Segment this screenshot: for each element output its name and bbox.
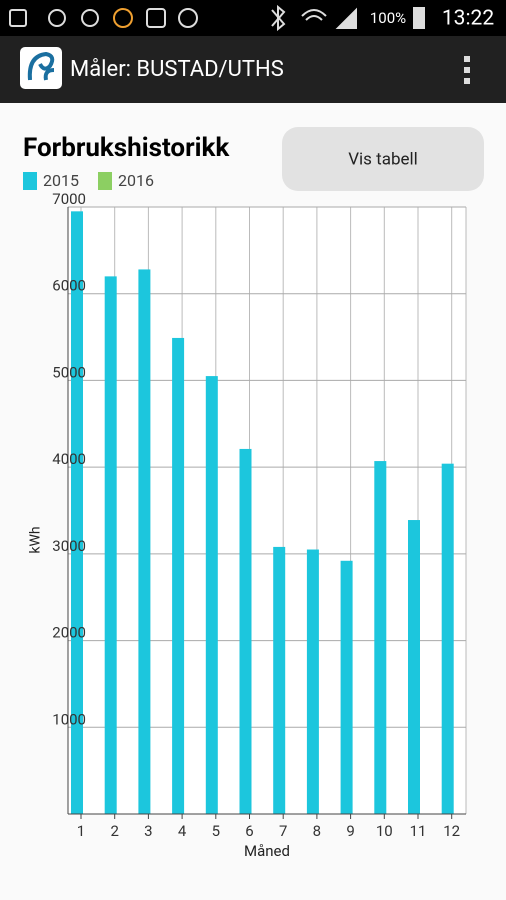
table-button-label: Vis tabell	[348, 149, 418, 169]
app-title: Måler: BUSTAD/UTHS	[70, 57, 284, 82]
bar	[239, 448, 252, 814]
y-axis-label: kWh	[28, 526, 44, 553]
bar	[408, 520, 420, 814]
clock: 13:22	[442, 7, 494, 31]
x-tick-label: 4	[178, 822, 187, 840]
bar	[104, 276, 117, 814]
y-tick-label: 6000	[52, 277, 86, 295]
x-tick-label: 11	[410, 822, 427, 840]
app-bar	[0, 36, 506, 103]
battery-level: 100%	[370, 9, 406, 27]
bar	[374, 461, 387, 814]
bar	[306, 549, 319, 814]
chart-title: Forbrukshistorikk	[23, 133, 230, 163]
x-tick-label: 6	[245, 822, 253, 840]
y-tick-label: 3000	[52, 537, 86, 555]
legend-label: 2015	[43, 171, 79, 190]
bar	[340, 560, 353, 814]
overflow-menu[interactable]	[464, 56, 470, 84]
bar	[441, 463, 454, 814]
legend-label: 2016	[118, 171, 154, 190]
x-tick-label: 8	[313, 822, 321, 840]
x-tick-label: 7	[279, 822, 287, 840]
x-tick-label: 12	[443, 822, 460, 840]
x-axis-label: Måned	[244, 842, 290, 860]
y-tick-label: 4000	[52, 450, 86, 468]
legend-swatch	[98, 172, 112, 190]
bar	[273, 546, 286, 814]
x-tick-label: 5	[212, 822, 220, 840]
table-button[interactable]	[282, 127, 484, 191]
bar	[205, 376, 218, 814]
x-tick-label: 1	[77, 822, 85, 840]
legend-swatch	[23, 172, 37, 190]
x-tick-label: 3	[144, 822, 152, 840]
x-tick-label: 9	[346, 822, 354, 840]
y-tick-label: 1000	[52, 710, 86, 728]
bar	[138, 269, 151, 814]
y-tick-label: 2000	[52, 624, 86, 642]
bar	[172, 337, 185, 814]
plot-area	[68, 207, 466, 814]
app-icon-logo	[27, 51, 55, 81]
x-tick-label: 2	[110, 822, 118, 840]
bar	[71, 211, 83, 815]
status-icons	[9, 4, 425, 32]
x-tick-label: 10	[376, 822, 393, 840]
status-bar	[0, 0, 506, 36]
y-tick-label: 7000	[52, 190, 86, 208]
y-tick-label: 5000	[52, 363, 86, 381]
